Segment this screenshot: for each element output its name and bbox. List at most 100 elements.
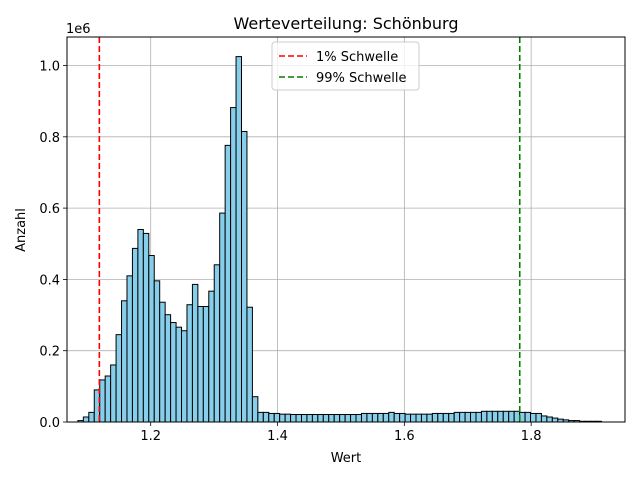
y-tick-label: 0.8 <box>39 131 60 146</box>
histogram-bar <box>393 412 401 423</box>
histogram-bar <box>382 412 390 423</box>
histogram-bar <box>377 412 384 423</box>
histogram-bar <box>491 410 499 423</box>
histogram-bar <box>311 414 319 423</box>
histogram-bar <box>355 414 362 423</box>
histogram-bar <box>453 411 461 423</box>
histogram-bar <box>339 414 346 423</box>
x-axis-title: Wert <box>331 451 362 466</box>
histogram-bar <box>333 414 341 423</box>
histogram-bar <box>300 414 308 423</box>
histogram-bar <box>131 247 139 423</box>
histogram-bar <box>148 255 155 423</box>
histogram-bar <box>186 304 193 423</box>
histogram-bar <box>464 411 472 423</box>
histogram-bar <box>530 412 537 423</box>
histogram-bar <box>219 212 226 423</box>
histogram-bar <box>420 413 428 423</box>
histogram-bar <box>257 411 264 423</box>
x-axis-ticks: 1.2 1.4 1.6 1.8 <box>140 422 541 444</box>
histogram-bar <box>104 375 112 423</box>
histogram-bar <box>262 411 270 423</box>
histogram-bar <box>197 306 204 423</box>
histogram-bar <box>475 411 482 423</box>
histogram-bar <box>546 416 553 423</box>
histogram-bar <box>175 326 183 423</box>
histogram-bar <box>142 232 150 423</box>
histogram-bar <box>284 413 292 423</box>
histogram-bar <box>366 412 373 423</box>
histogram-bar <box>164 314 172 423</box>
histogram-bar <box>404 413 412 423</box>
histogram-bar <box>181 330 188 423</box>
x-tick-label: 1.8 <box>521 429 542 444</box>
histogram-bar <box>344 414 352 423</box>
histogram-bar <box>241 130 248 423</box>
histogram-bar <box>328 414 335 423</box>
histogram-bar <box>459 411 466 423</box>
histogram-bar <box>388 411 395 423</box>
histogram-bar <box>191 283 199 423</box>
chart-title: Werteverteilung: Schönburg <box>233 14 458 33</box>
histogram-bar <box>470 411 477 423</box>
histogram-bar <box>279 413 286 423</box>
x-tick-label: 1.6 <box>394 429 415 444</box>
histogram-bar <box>426 413 433 423</box>
y-tick-label: 0.4 <box>39 273 60 288</box>
histogram-bar <box>410 413 417 423</box>
histogram-bar <box>437 412 444 423</box>
y-scale-label: 1e6 <box>66 22 91 37</box>
y-tick-label: 0.0 <box>39 416 60 431</box>
histogram-bar <box>121 300 128 423</box>
histogram-bar <box>295 414 302 423</box>
histogram-bar <box>230 107 237 423</box>
histogram-bar <box>115 334 123 423</box>
histogram-bar <box>126 275 133 423</box>
histogram-bar <box>431 412 439 423</box>
histogram-bar <box>202 306 210 423</box>
histogram-bar <box>480 410 488 423</box>
histogram-bar <box>442 412 450 423</box>
legend-label-1pct: 1% Schwelle <box>316 50 398 65</box>
histogram-bar <box>399 412 406 423</box>
histogram-bar <box>251 396 259 423</box>
histogram-bar <box>290 414 297 423</box>
histogram-bar <box>524 411 532 423</box>
histogram-bar <box>224 144 232 423</box>
histogram-bar <box>448 412 455 423</box>
histogram-bar <box>235 56 243 423</box>
histogram-bar <box>535 412 542 423</box>
histogram-bar <box>322 414 330 423</box>
histogram-bar <box>486 410 493 423</box>
histogram-bar <box>350 414 357 423</box>
histogram-bar <box>540 415 548 423</box>
x-tick-label: 1.4 <box>267 429 288 444</box>
histogram-bar <box>213 264 221 423</box>
histogram-bar <box>513 410 521 423</box>
histogram-bar <box>371 412 379 423</box>
y-axis-ticks: 0.0 0.2 0.4 0.6 0.8 1.0 <box>39 60 67 431</box>
histogram-bar <box>497 410 504 423</box>
histogram-bar <box>208 290 215 423</box>
y-axis-title: Anzahl <box>14 208 29 252</box>
histogram-bar <box>82 416 90 423</box>
histogram-bar <box>137 229 144 423</box>
histogram-bar <box>273 412 281 423</box>
y-tick-label: 0.6 <box>39 202 60 217</box>
histogram-bar <box>551 417 559 423</box>
legend: 1% Schwelle 99% Schwelle <box>271 41 420 91</box>
histogram-bar <box>268 412 275 423</box>
histogram-bar <box>246 306 253 423</box>
histogram-bar <box>360 412 368 423</box>
y-tick-label: 1.0 <box>39 60 60 75</box>
histogram-bar <box>502 410 510 423</box>
histogram-bar <box>159 301 166 423</box>
histogram-bar <box>153 280 161 423</box>
threshold-lines <box>98 37 521 422</box>
histogram-bar <box>110 364 117 423</box>
histogram-bar <box>99 379 106 423</box>
legend-box <box>271 41 420 91</box>
x-tick-label: 1.2 <box>140 429 161 444</box>
y-tick-label: 0.2 <box>39 345 60 360</box>
